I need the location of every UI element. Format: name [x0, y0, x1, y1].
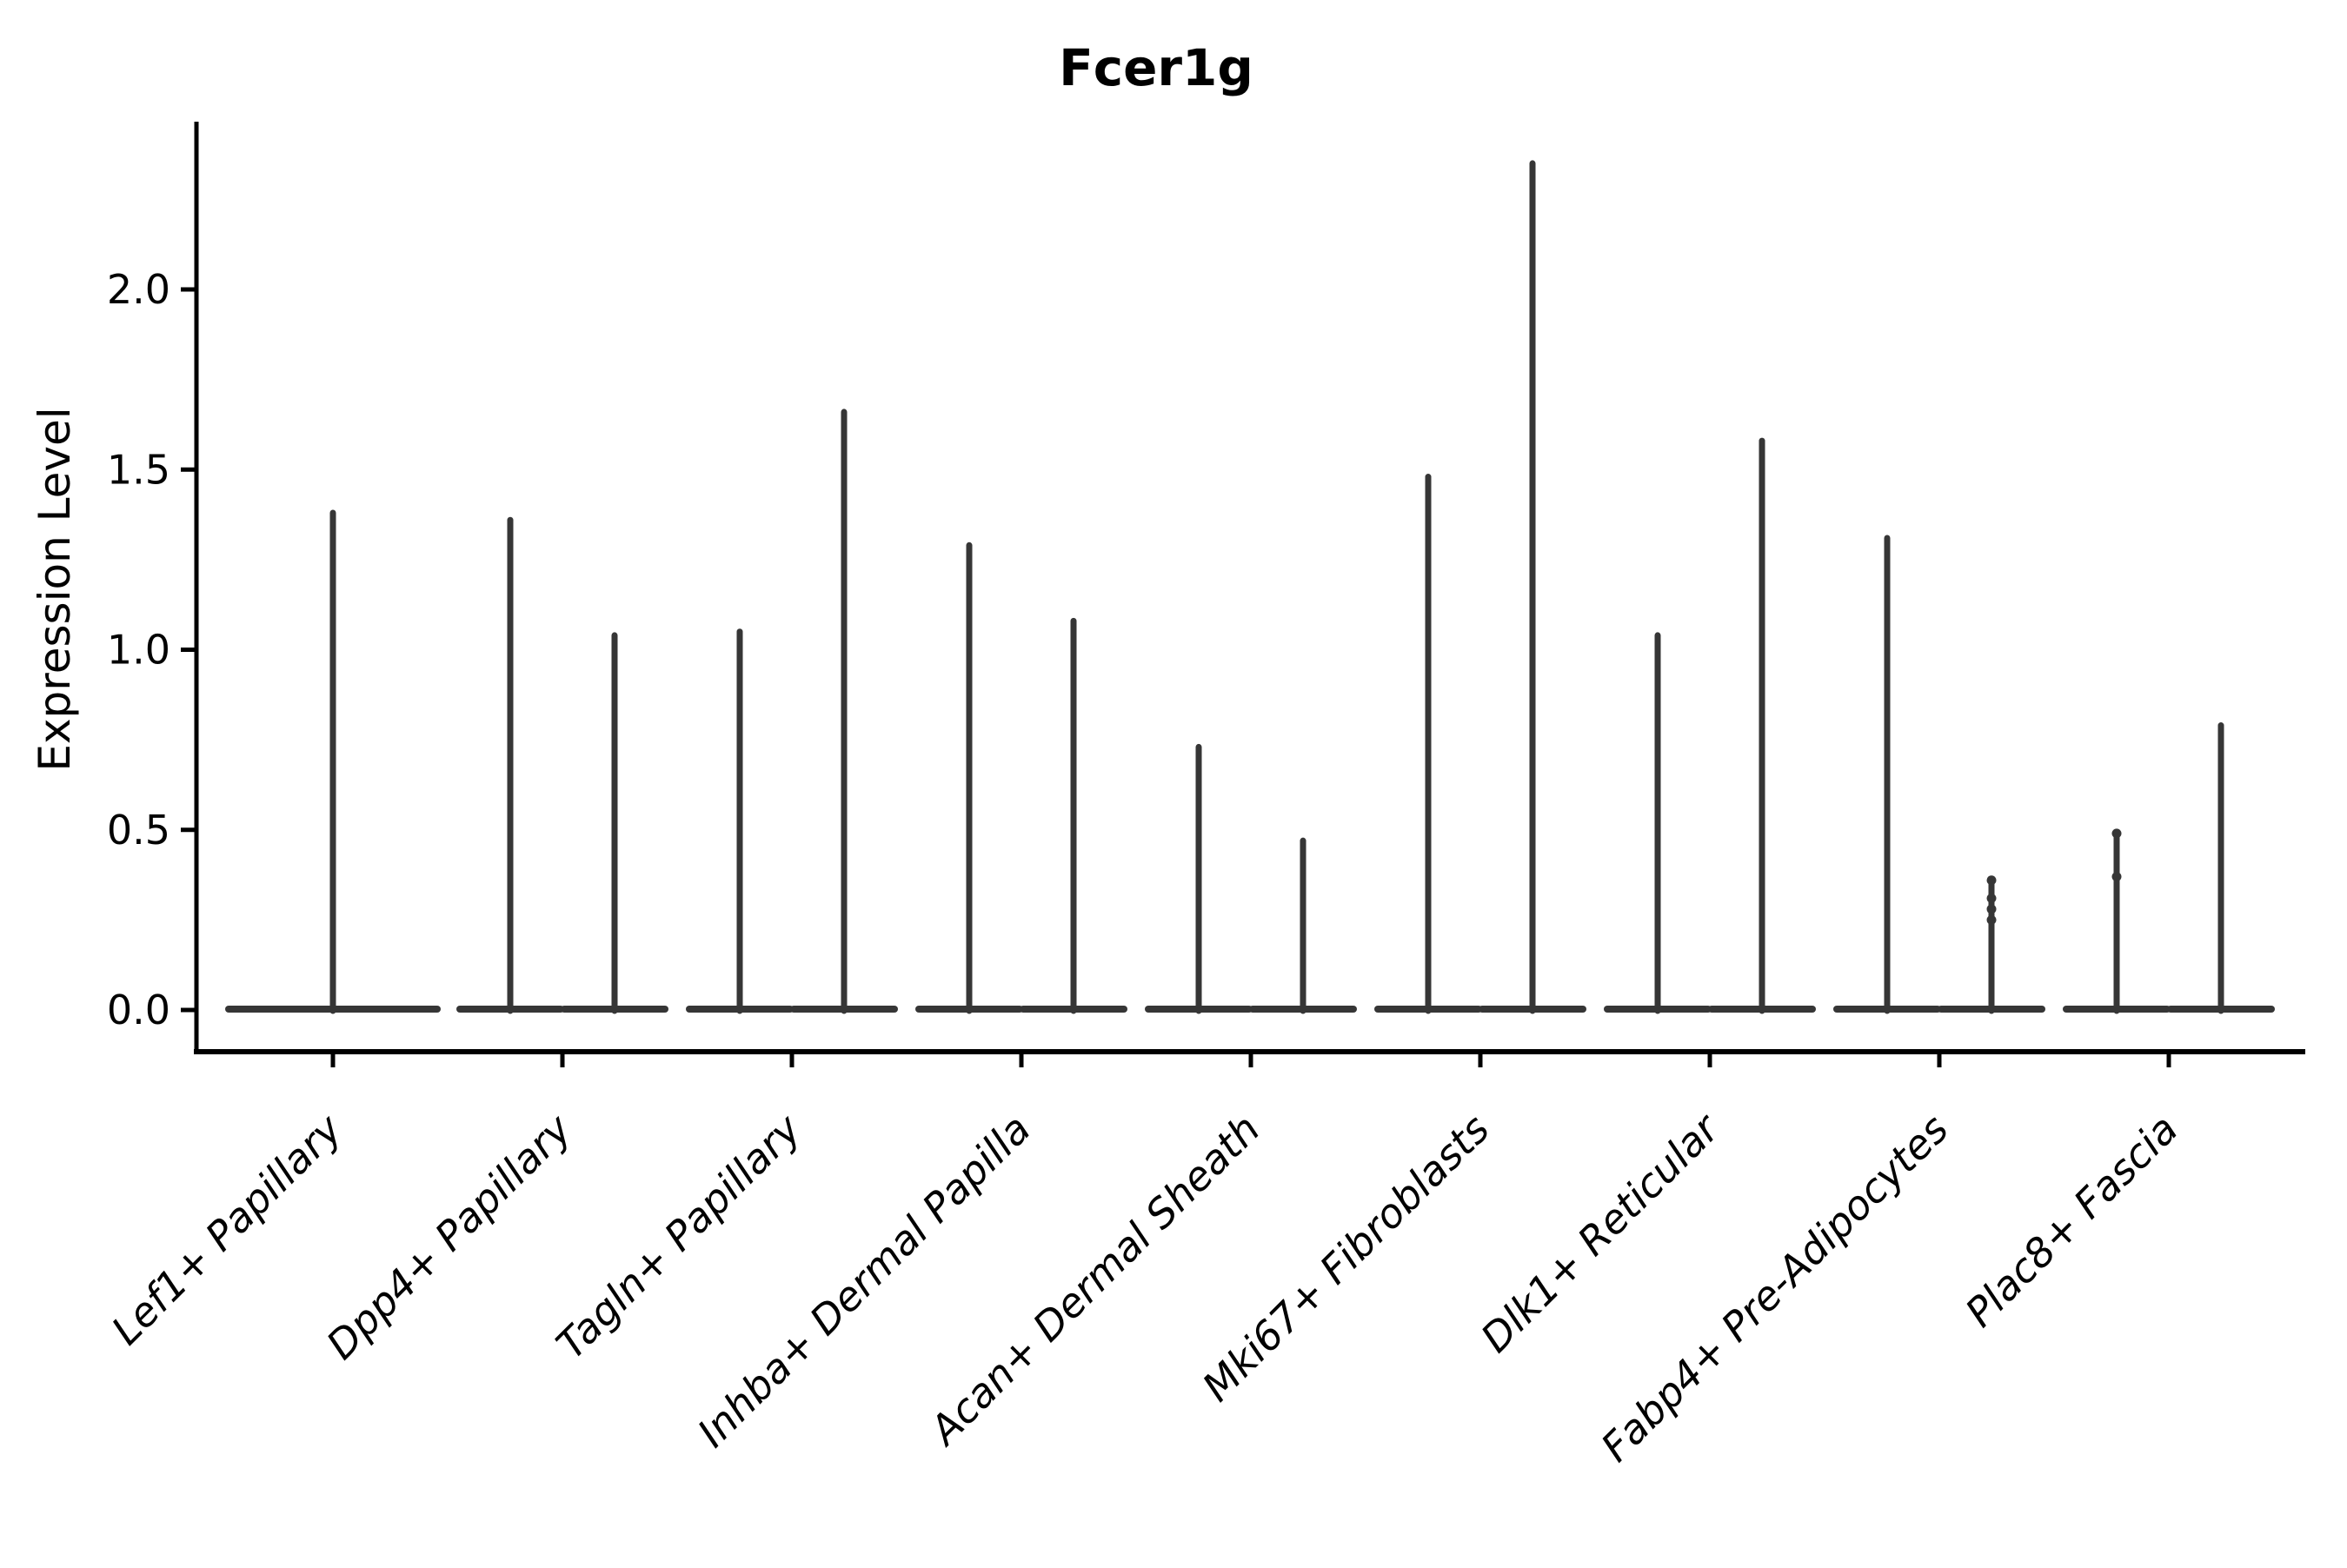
violin-point: [1986, 914, 1997, 925]
violins: [225, 160, 2275, 1014]
violin-point: [1986, 904, 1997, 914]
x-tick-label: Dlk1+ Reticular: [1472, 1103, 1730, 1361]
y-axis-label: Expression Level: [30, 407, 80, 771]
violin-point: [1986, 894, 1997, 904]
violin-point: [2111, 828, 2122, 839]
x-tick-label: Plac8+ Fascia: [1956, 1106, 2186, 1336]
y-tick-label: 1.0: [107, 627, 170, 674]
x-tick-label: Tagln+ Papillary: [547, 1105, 810, 1368]
y-tick-label: 0.0: [107, 987, 170, 1033]
violin-point: [2111, 872, 2122, 882]
chart-title: Fcer1g: [1059, 38, 1253, 97]
violin-point: [1986, 875, 1997, 886]
y-tick-label: 1.5: [107, 446, 170, 493]
y-tick-label: 2.0: [107, 266, 170, 313]
axes: 0.0 0.5 1.0 1.5 2.0: [107, 122, 2305, 1067]
x-tick-label: Dpp4+ Papillary: [317, 1105, 581, 1368]
y-tick-label: 0.5: [107, 807, 170, 854]
x-tick-label: Lef1+ Papillary: [103, 1105, 351, 1353]
